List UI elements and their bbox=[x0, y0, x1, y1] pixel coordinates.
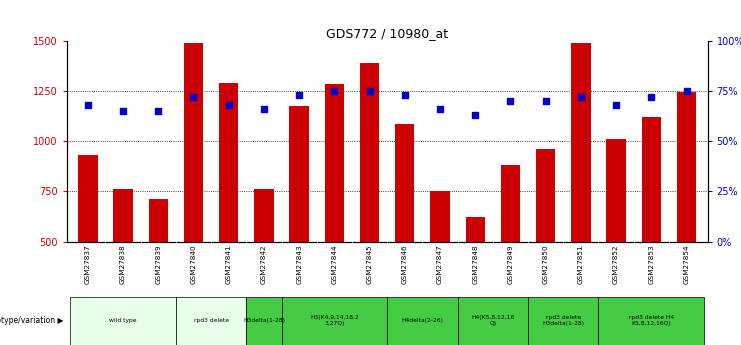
Text: H4delta(2-26): H4delta(2-26) bbox=[402, 318, 443, 323]
Bar bbox=[290, 106, 309, 342]
Text: GSM27844: GSM27844 bbox=[331, 244, 337, 284]
Text: GSM27854: GSM27854 bbox=[683, 244, 690, 284]
Bar bbox=[642, 117, 661, 342]
Bar bbox=[184, 43, 203, 342]
Bar bbox=[677, 92, 697, 342]
Text: GSM27847: GSM27847 bbox=[437, 244, 443, 284]
Text: GSM27839: GSM27839 bbox=[156, 244, 162, 284]
Point bbox=[117, 109, 129, 114]
Bar bbox=[246, 297, 282, 345]
Point bbox=[364, 89, 376, 94]
Bar bbox=[254, 189, 273, 342]
Text: GSM27852: GSM27852 bbox=[613, 244, 619, 284]
Text: genotype/variation ▶: genotype/variation ▶ bbox=[0, 316, 63, 325]
Point bbox=[575, 95, 587, 100]
Bar bbox=[387, 297, 458, 345]
Text: GSM27840: GSM27840 bbox=[190, 244, 196, 284]
Point bbox=[187, 95, 199, 100]
Text: GSM27849: GSM27849 bbox=[508, 244, 514, 284]
Point bbox=[434, 107, 446, 112]
Point bbox=[293, 93, 305, 98]
Text: GSM27841: GSM27841 bbox=[226, 244, 232, 284]
Bar bbox=[78, 156, 98, 342]
Text: GSM27851: GSM27851 bbox=[578, 244, 584, 284]
Text: wild type: wild type bbox=[109, 318, 137, 323]
Bar bbox=[113, 189, 133, 342]
Bar bbox=[395, 125, 414, 342]
Bar bbox=[599, 297, 704, 345]
Bar bbox=[465, 217, 485, 342]
Point bbox=[223, 103, 235, 108]
Text: GSM27843: GSM27843 bbox=[296, 244, 302, 284]
Text: H3delta(1-28): H3delta(1-28) bbox=[243, 318, 285, 323]
Point bbox=[82, 103, 94, 108]
Text: GSM27838: GSM27838 bbox=[120, 244, 126, 284]
Text: GSM27837: GSM27837 bbox=[84, 244, 91, 284]
Point bbox=[153, 109, 165, 114]
Text: GSM27853: GSM27853 bbox=[648, 244, 654, 284]
Point bbox=[610, 103, 622, 108]
Bar bbox=[458, 297, 528, 345]
Bar bbox=[149, 199, 168, 342]
Bar bbox=[501, 166, 520, 342]
Point bbox=[680, 89, 692, 94]
Bar bbox=[360, 63, 379, 342]
Bar bbox=[528, 297, 599, 345]
Bar bbox=[431, 191, 450, 342]
Bar bbox=[219, 83, 239, 342]
Text: GSM27842: GSM27842 bbox=[261, 244, 267, 284]
Text: rpd3 delete
H3delta(1-28): rpd3 delete H3delta(1-28) bbox=[542, 315, 584, 326]
Text: rpd3 delete H4
K5,8,12,16Q): rpd3 delete H4 K5,8,12,16Q) bbox=[629, 315, 674, 326]
Bar bbox=[70, 297, 176, 345]
Text: GSM27850: GSM27850 bbox=[542, 244, 548, 284]
Text: GSM27846: GSM27846 bbox=[402, 244, 408, 284]
Point bbox=[645, 95, 657, 100]
Bar bbox=[176, 297, 246, 345]
Bar bbox=[325, 85, 344, 342]
Point bbox=[399, 93, 411, 98]
Text: H3(K4,9,14,18,2
3,27Q): H3(K4,9,14,18,2 3,27Q) bbox=[310, 315, 359, 326]
Point bbox=[328, 89, 340, 94]
Point bbox=[258, 107, 270, 112]
Text: GSM27848: GSM27848 bbox=[472, 244, 478, 284]
Bar bbox=[282, 297, 387, 345]
Point bbox=[539, 99, 551, 104]
Bar bbox=[571, 43, 591, 342]
Text: H4(K5,8,12,16
Q): H4(K5,8,12,16 Q) bbox=[471, 315, 514, 326]
Bar bbox=[606, 139, 625, 342]
Point bbox=[469, 113, 481, 118]
Text: rpd3 delete: rpd3 delete bbox=[193, 318, 228, 323]
Point bbox=[505, 99, 516, 104]
Bar bbox=[536, 149, 555, 342]
Title: GDS772 / 10980_at: GDS772 / 10980_at bbox=[326, 27, 448, 40]
Text: GSM27845: GSM27845 bbox=[367, 244, 373, 284]
